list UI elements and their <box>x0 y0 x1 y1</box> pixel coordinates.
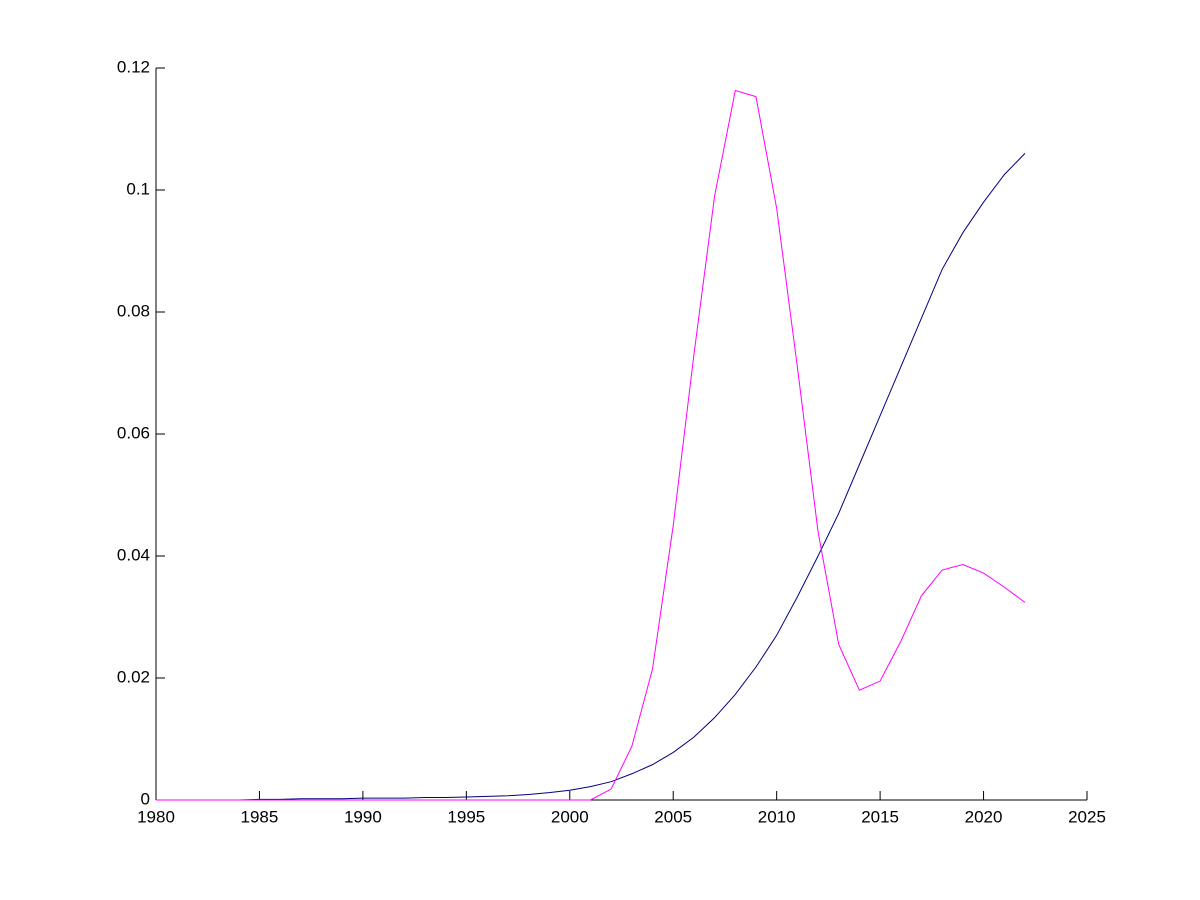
y-tick-label: 0.08 <box>117 301 150 320</box>
y-tick-label: 0.12 <box>117 57 150 76</box>
x-tick-label: 2025 <box>1068 807 1106 826</box>
line-series <box>156 89 1026 801</box>
y-tick-label: 0.04 <box>117 545 150 564</box>
x-tick-label: 2000 <box>551 807 589 826</box>
x-tick-label: 2005 <box>654 807 692 826</box>
y-tick-label: 0.1 <box>126 179 150 198</box>
x-tick-label: 1980 <box>137 807 175 826</box>
x-tick-label: 2010 <box>758 807 796 826</box>
line-series <box>156 153 1026 801</box>
x-tick-label: 2020 <box>965 807 1003 826</box>
x-tick-label: 1990 <box>344 807 382 826</box>
y-tick-label: 0 <box>141 789 150 808</box>
y-tick-label: 0.06 <box>117 423 150 442</box>
y-tick-label: 0.02 <box>117 667 150 686</box>
x-tick-label: 1995 <box>447 807 485 826</box>
x-tick-label: 1985 <box>241 807 279 826</box>
x-tick-label: 2015 <box>861 807 899 826</box>
